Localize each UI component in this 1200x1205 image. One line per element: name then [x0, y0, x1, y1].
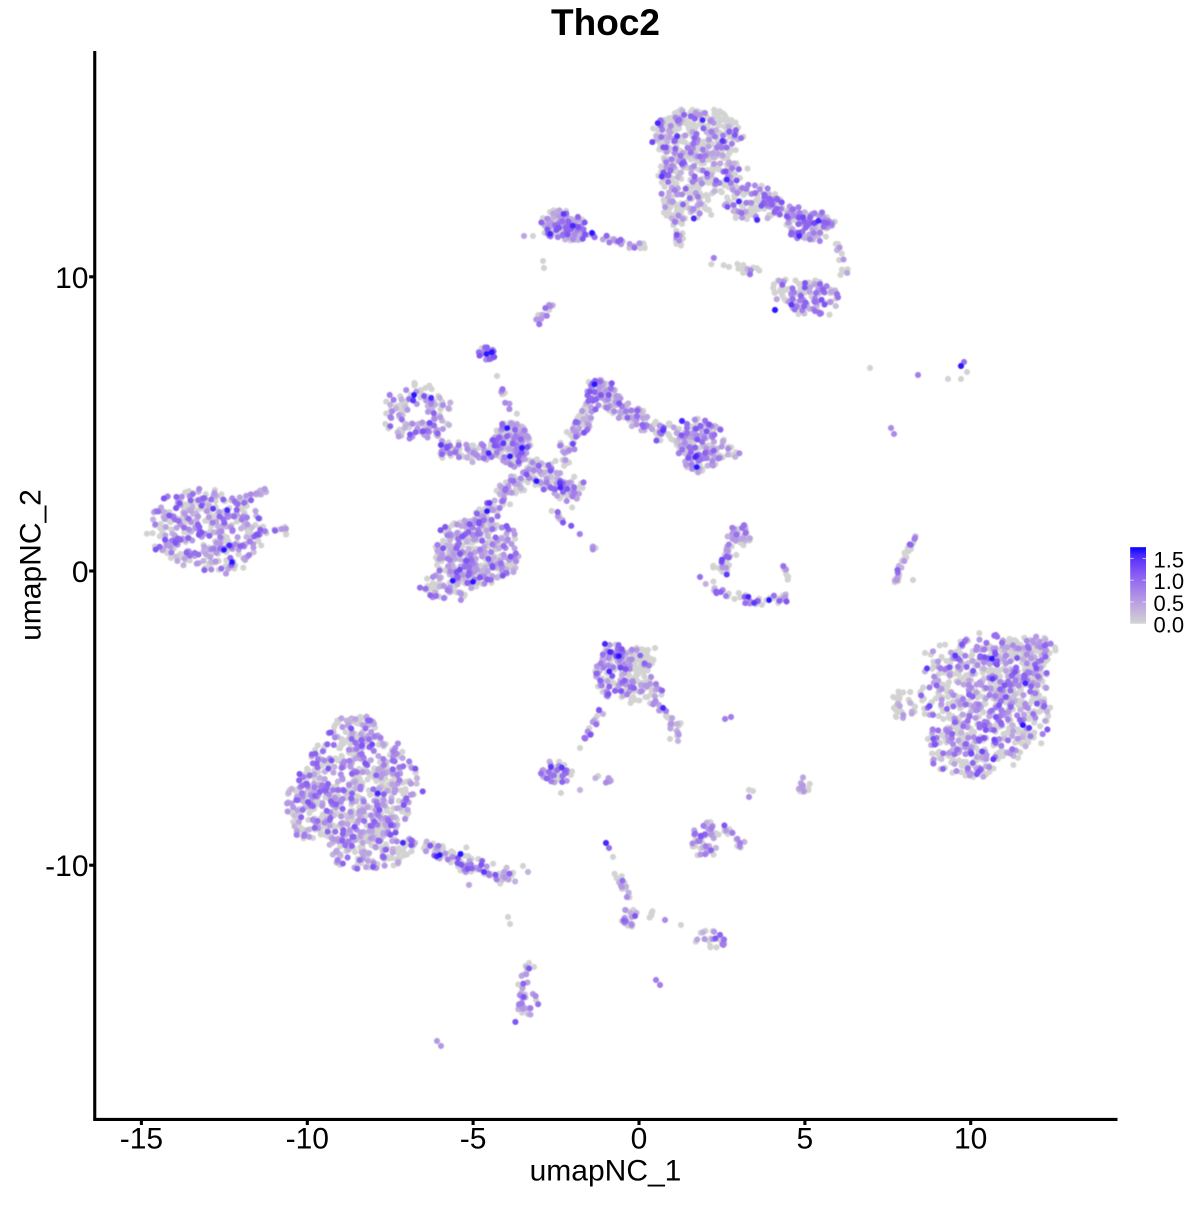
- svg-text:-5: -5: [460, 1122, 487, 1155]
- svg-text:-15: -15: [120, 1122, 163, 1155]
- svg-text:0.0: 0.0: [1154, 613, 1185, 638]
- svg-text:-10: -10: [45, 850, 88, 883]
- svg-text:0: 0: [72, 556, 89, 589]
- svg-text:0: 0: [631, 1122, 648, 1155]
- svg-text:-10: -10: [286, 1122, 329, 1155]
- svg-text:umapNC_2: umapNC_2: [15, 489, 48, 641]
- svg-text:1.0: 1.0: [1154, 569, 1185, 594]
- svg-text:10: 10: [55, 262, 88, 295]
- svg-text:1.5: 1.5: [1154, 548, 1185, 573]
- svg-text:umapNC_1: umapNC_1: [530, 1155, 682, 1188]
- svg-text:5: 5: [797, 1122, 814, 1155]
- svg-text:Thoc2: Thoc2: [551, 2, 660, 43]
- svg-text:0.5: 0.5: [1154, 591, 1185, 616]
- svg-text:10: 10: [954, 1122, 987, 1155]
